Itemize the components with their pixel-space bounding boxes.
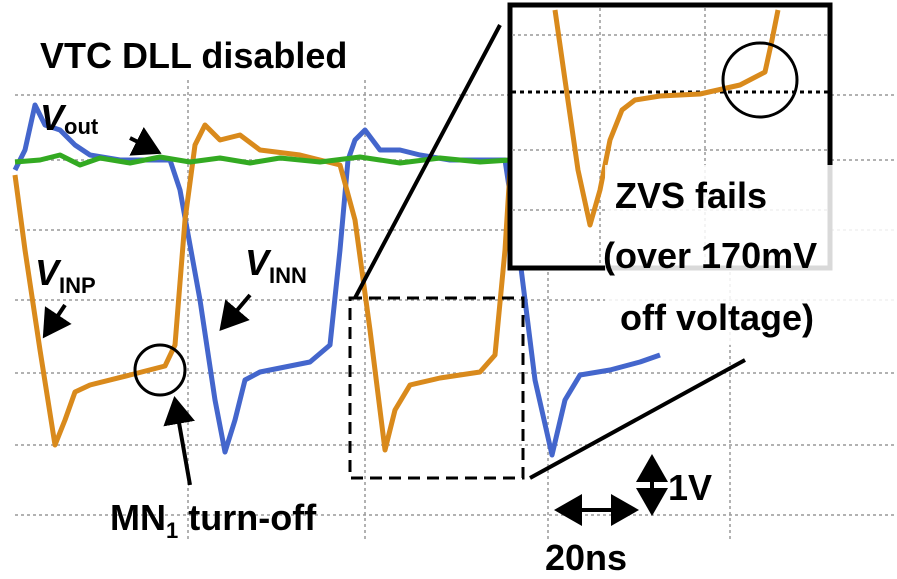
zvs-line: off voltage): [620, 297, 814, 338]
mn-label: MN1 turn-off: [110, 497, 317, 543]
vout-label: Vout: [40, 97, 99, 139]
title: VTC DLL disabled: [40, 35, 347, 76]
vinn-label: VINN: [245, 242, 307, 288]
screenshot: VTC DLL disabled Vout VINP VINN MN1 turn…: [0, 0, 897, 579]
arrow: [130, 138, 158, 152]
arrow: [45, 305, 65, 335]
zvs-line: (over 170mV: [603, 235, 817, 276]
v-scale: 1V: [668, 467, 712, 508]
vinp-label: VINP: [35, 252, 96, 298]
t-scale: 20ns: [545, 537, 627, 578]
zvs-line: ZVS fails: [615, 175, 767, 216]
